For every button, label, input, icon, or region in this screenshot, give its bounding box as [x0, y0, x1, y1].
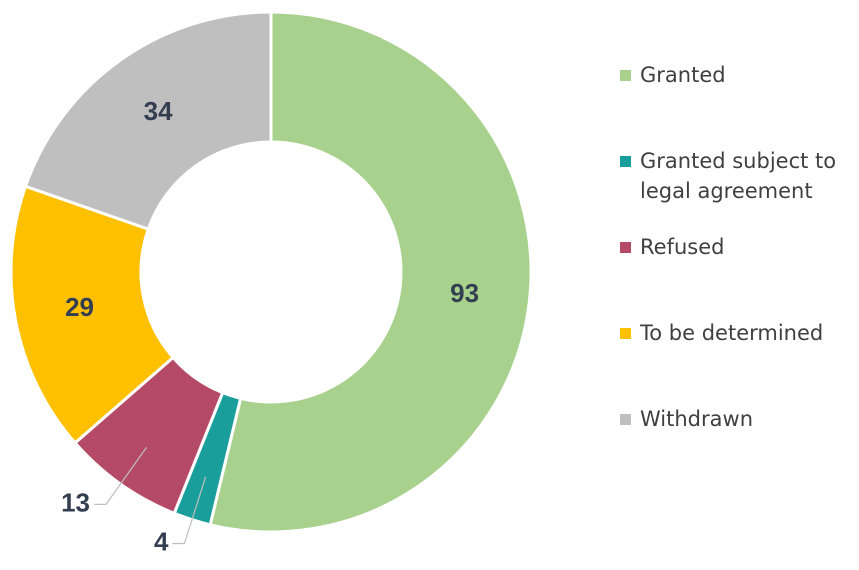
legend-label: Refused	[640, 235, 725, 259]
donut-slice	[23, 10, 273, 232]
donut-slice	[9, 184, 176, 446]
legend-item: Refused	[620, 232, 855, 318]
legend-label: Withdrawn	[640, 407, 753, 431]
legend-label: Granted subject to legal agreement	[640, 149, 837, 203]
legend: Granted Granted subject to legal agreemen…	[620, 60, 855, 490]
donut-slice	[208, 10, 533, 534]
legend-item: Granted	[620, 60, 855, 146]
legend-swatch	[620, 328, 631, 339]
data-label: 34	[144, 96, 173, 126]
legend-item: To be determined	[620, 318, 855, 404]
legend-swatch	[620, 70, 631, 81]
legend-swatch	[620, 242, 631, 253]
legend-item: Granted subject to legal agreement	[620, 146, 855, 232]
legend-item: Withdrawn	[620, 404, 855, 490]
data-label: 93	[450, 278, 479, 308]
legend-swatch	[620, 156, 631, 167]
legend-label: Granted	[640, 63, 726, 87]
chart: 93 4 13 29 34	[9, 10, 533, 556]
leader-line	[94, 446, 148, 505]
data-label: 29	[65, 292, 94, 322]
data-label: 13	[61, 487, 90, 517]
leader-line	[172, 476, 207, 545]
legend-label: To be determined	[640, 321, 824, 345]
legend-swatch	[620, 414, 631, 425]
data-label: 4	[154, 526, 169, 556]
